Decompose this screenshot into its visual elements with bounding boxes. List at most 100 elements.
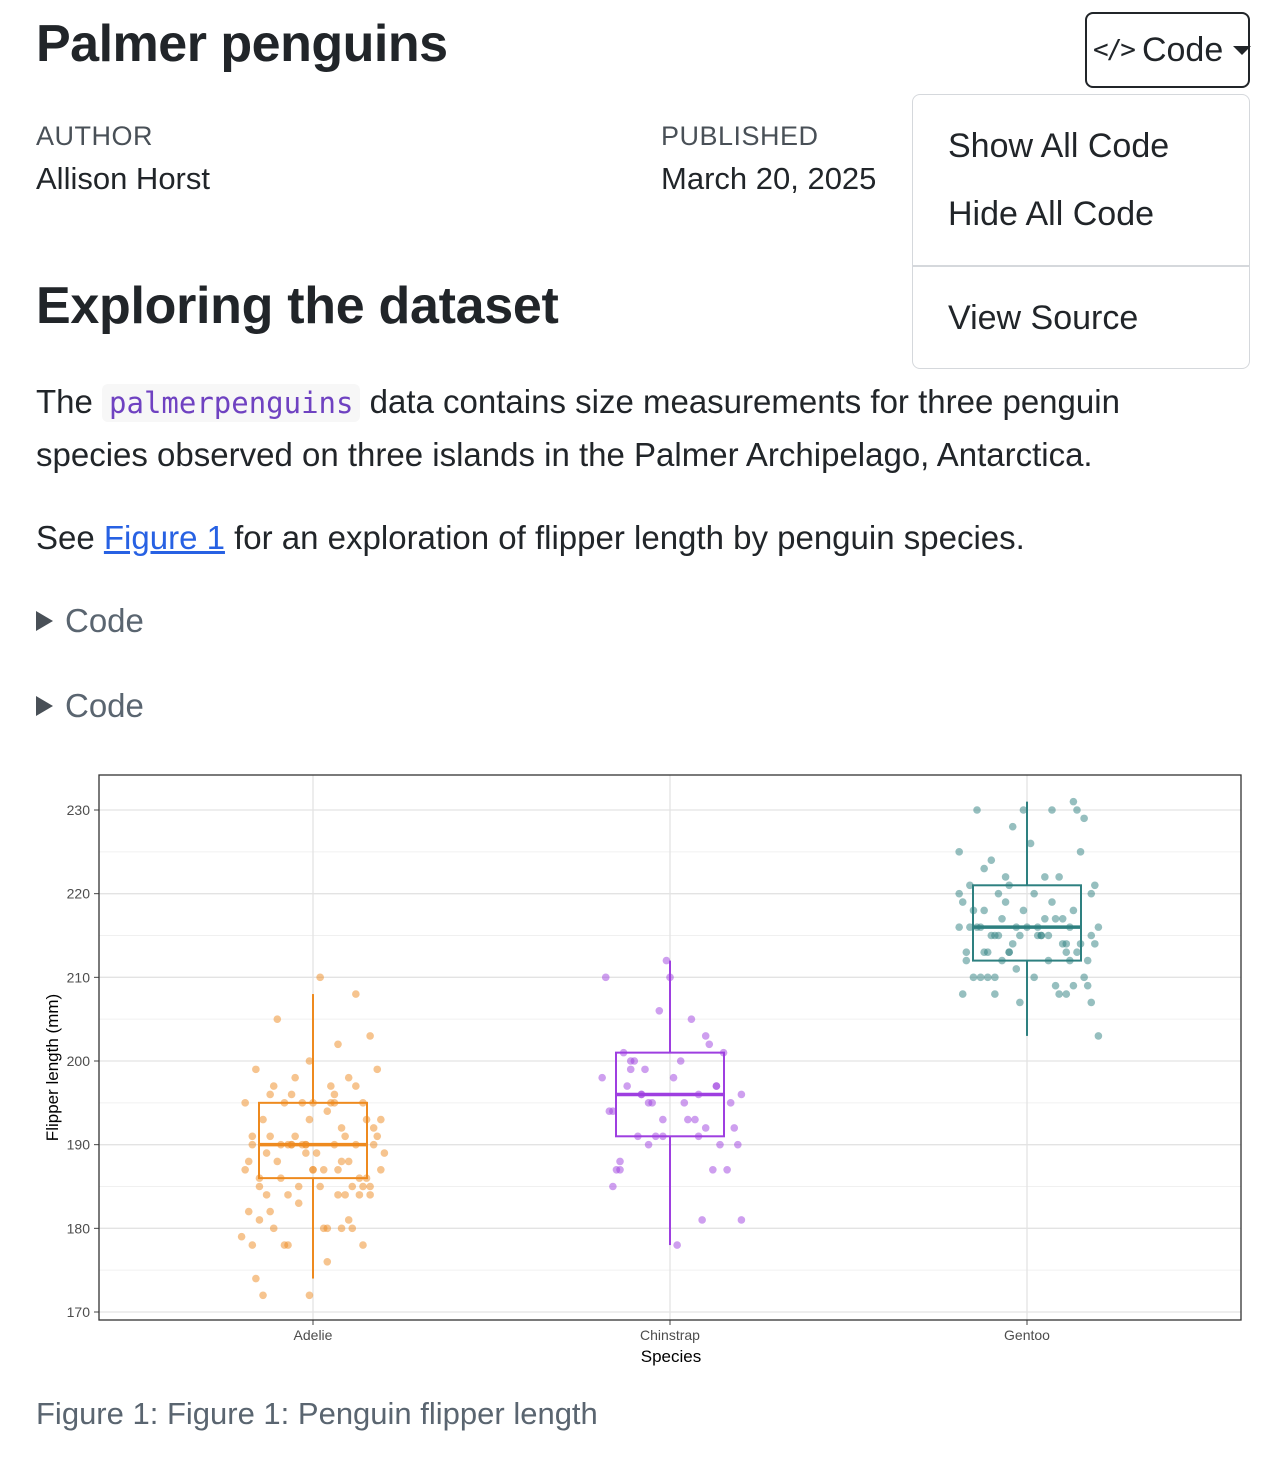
data-point xyxy=(709,1165,717,1174)
data-point xyxy=(1048,806,1056,814)
data-point xyxy=(244,1207,253,1216)
y-tick-label: 180 xyxy=(67,1220,91,1236)
intro-text-post: data contains size measurements for thre… xyxy=(360,383,1120,420)
data-point xyxy=(994,889,1003,898)
figure-1-link[interactable]: Figure 1 xyxy=(103,519,225,556)
data-point xyxy=(327,1082,335,1090)
box xyxy=(972,884,1082,962)
code-tools-label: Code xyxy=(1141,30,1224,69)
data-point xyxy=(266,1207,274,1216)
view-source-item[interactable]: View Source xyxy=(948,299,1139,337)
data-point xyxy=(734,1140,742,1149)
data-point xyxy=(737,1216,746,1224)
data-point xyxy=(352,990,360,998)
data-point xyxy=(352,1082,360,1090)
data-point xyxy=(337,1124,346,1132)
data-point xyxy=(723,1165,731,1174)
data-point xyxy=(1094,923,1103,931)
data-point xyxy=(609,1107,617,1115)
data-point xyxy=(302,1149,310,1157)
data-point xyxy=(248,1241,257,1249)
data-point xyxy=(237,1232,246,1241)
data-point xyxy=(305,1057,314,1065)
data-point xyxy=(355,1191,364,1199)
data-point xyxy=(1069,797,1078,806)
x-tick-label: Adelie xyxy=(294,1327,333,1343)
data-point xyxy=(1069,906,1078,915)
data-point xyxy=(701,1032,710,1040)
data-point xyxy=(1062,948,1071,957)
data-point xyxy=(969,973,978,982)
data-point xyxy=(1030,973,1038,982)
data-point xyxy=(1080,973,1088,982)
data-point xyxy=(726,1099,735,1107)
data-point xyxy=(673,1241,681,1249)
y-tick-label: 210 xyxy=(67,969,91,985)
data-point xyxy=(958,990,967,998)
data-point xyxy=(341,1191,349,1199)
dropdown-divider xyxy=(913,265,1249,267)
show-all-code-item[interactable]: Show All Code xyxy=(948,127,1170,165)
y-tick-label: 230 xyxy=(67,802,91,818)
data-point xyxy=(366,1182,374,1191)
data-point xyxy=(962,956,971,965)
data-point xyxy=(359,1241,367,1249)
data-point xyxy=(991,990,999,998)
data-point xyxy=(980,906,988,915)
data-point xyxy=(241,1099,249,1107)
ref-text-post: for an exploration of flipper length by … xyxy=(224,519,1025,556)
x-axis-title: Species xyxy=(641,1347,701,1366)
code-tools-button[interactable]: </> Code xyxy=(1085,12,1252,88)
disclosure-triangle-icon xyxy=(36,696,53,716)
data-point xyxy=(334,1191,342,1199)
data-point xyxy=(323,1258,332,1266)
data-point xyxy=(976,973,985,982)
code-fold-label: Code xyxy=(65,602,144,639)
data-point xyxy=(1048,898,1056,906)
data-point xyxy=(1019,806,1028,814)
data-point xyxy=(259,1115,267,1124)
y-tick-label: 220 xyxy=(67,886,91,902)
y-tick-label: 200 xyxy=(67,1053,91,1069)
data-point xyxy=(255,1182,264,1191)
x-tick-label: Gentoo xyxy=(1004,1327,1050,1343)
x-tick-label: Chinstrap xyxy=(640,1327,700,1343)
data-point xyxy=(1016,998,1024,1007)
data-point xyxy=(330,1090,339,1099)
data-point xyxy=(344,1073,353,1082)
data-point xyxy=(687,1015,696,1023)
data-point xyxy=(369,1140,378,1149)
data-point xyxy=(377,1165,385,1174)
code-fold-2[interactable]: Code xyxy=(36,687,144,725)
data-point xyxy=(1044,931,1053,940)
data-point xyxy=(1008,940,1017,948)
data-point xyxy=(1091,940,1099,948)
data-point xyxy=(284,1191,292,1199)
data-point xyxy=(716,1140,724,1149)
data-point xyxy=(1083,981,1092,990)
data-point xyxy=(305,1291,314,1300)
data-point xyxy=(344,1216,353,1224)
data-point xyxy=(644,1140,653,1149)
intro-paragraph: The palmerpenguins data contains size me… xyxy=(36,376,1120,480)
data-point xyxy=(601,973,610,982)
y-tick-label: 190 xyxy=(67,1137,91,1153)
hide-all-code-item[interactable]: Hide All Code xyxy=(948,195,1155,233)
page-title: Palmer penguins xyxy=(36,15,448,73)
published-date: March 20, 2025 xyxy=(661,161,877,196)
code-icon: </> xyxy=(1093,35,1136,65)
data-point xyxy=(998,914,1006,923)
data-point xyxy=(284,1241,292,1249)
data-point xyxy=(1091,881,1099,890)
code-tools-dropdown: Show All Code Hide All Code View Source xyxy=(912,94,1250,369)
data-point xyxy=(373,1132,382,1141)
data-point xyxy=(273,1157,282,1166)
data-point xyxy=(655,1007,664,1015)
data-point xyxy=(1041,873,1049,881)
data-point xyxy=(991,973,999,982)
code-fold-1[interactable]: Code xyxy=(36,602,144,640)
data-point xyxy=(252,1065,260,1074)
data-point xyxy=(1055,873,1063,881)
data-point xyxy=(248,1132,257,1141)
data-point xyxy=(269,1224,278,1233)
